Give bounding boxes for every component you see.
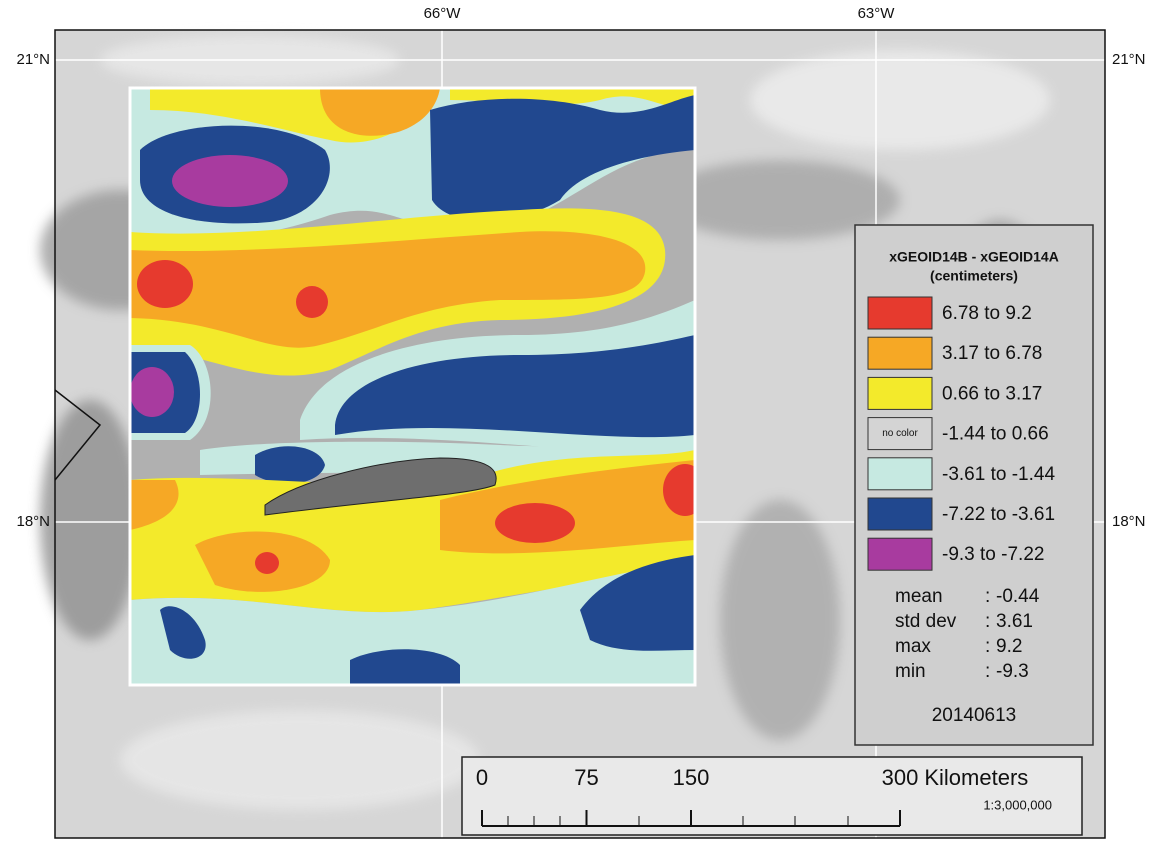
legend-swatch — [868, 538, 932, 570]
legend-title: xGEOID14B - xGEOID14A — [889, 249, 1059, 265]
stat-label: min — [895, 661, 926, 682]
legend-label: -3.61 to -1.44 — [942, 464, 1055, 485]
class-region — [172, 155, 288, 207]
stat-value: 9.2 — [996, 636, 1022, 657]
lat-label: 18°N — [16, 513, 50, 530]
class-region — [130, 367, 174, 417]
legend-label: 0.66 to 3.17 — [942, 383, 1042, 404]
scale-label: 75 — [574, 765, 598, 790]
legend-label: -9.3 to -7.22 — [942, 544, 1044, 565]
legend: xGEOID14B - xGEOID14A (centimeters) 6.78… — [855, 225, 1093, 745]
stat-separator: : — [985, 586, 990, 607]
stat-value: -0.44 — [996, 586, 1040, 607]
class-region — [255, 552, 279, 574]
lat-label: 21°N — [16, 51, 50, 68]
stat-separator: : — [985, 661, 990, 682]
lon-label: 63°W — [858, 5, 896, 22]
class-region — [495, 503, 575, 543]
legend-swatch — [868, 498, 932, 530]
legend-label: 6.78 to 9.2 — [942, 303, 1032, 324]
legend-label: 3.17 to 6.78 — [942, 343, 1042, 364]
stat-separator: : — [985, 611, 990, 632]
stat-value: -9.3 — [996, 661, 1029, 682]
map-page: 66°W 63°W 21°N 18°N 21°N 18°N xGEOID14B … — [0, 0, 1149, 848]
legend-label: -1.44 to 0.66 — [942, 424, 1049, 445]
lat-label: 21°N — [1112, 51, 1146, 68]
legend-title: (centimeters) — [930, 268, 1018, 284]
stat-label: max — [895, 636, 931, 657]
legend-label: -7.22 to -3.61 — [942, 504, 1055, 525]
scale-label: 300 — [882, 765, 919, 790]
scale-label: 150 — [673, 765, 710, 790]
legend-swatch — [868, 337, 932, 369]
class-region — [137, 260, 193, 308]
class-region — [296, 286, 328, 318]
stat-label: mean — [895, 586, 943, 607]
scale-label: 0 — [476, 765, 488, 790]
legend-swatch — [868, 297, 932, 329]
scale-ratio: 1:3,000,000 — [983, 797, 1052, 812]
difference-field — [130, 88, 707, 685]
lat-label: 18°N — [1112, 513, 1146, 530]
legend-swatch — [868, 458, 932, 490]
stat-value: 3.61 — [996, 611, 1033, 632]
legend-date: 20140613 — [932, 705, 1017, 726]
stat-label: std dev — [895, 611, 957, 632]
legend-swatch — [868, 377, 932, 409]
lon-label: 66°W — [424, 5, 462, 22]
scale-unit: Kilometers — [924, 765, 1028, 790]
swatch-text: no color — [882, 428, 918, 439]
stat-separator: : — [985, 636, 990, 657]
